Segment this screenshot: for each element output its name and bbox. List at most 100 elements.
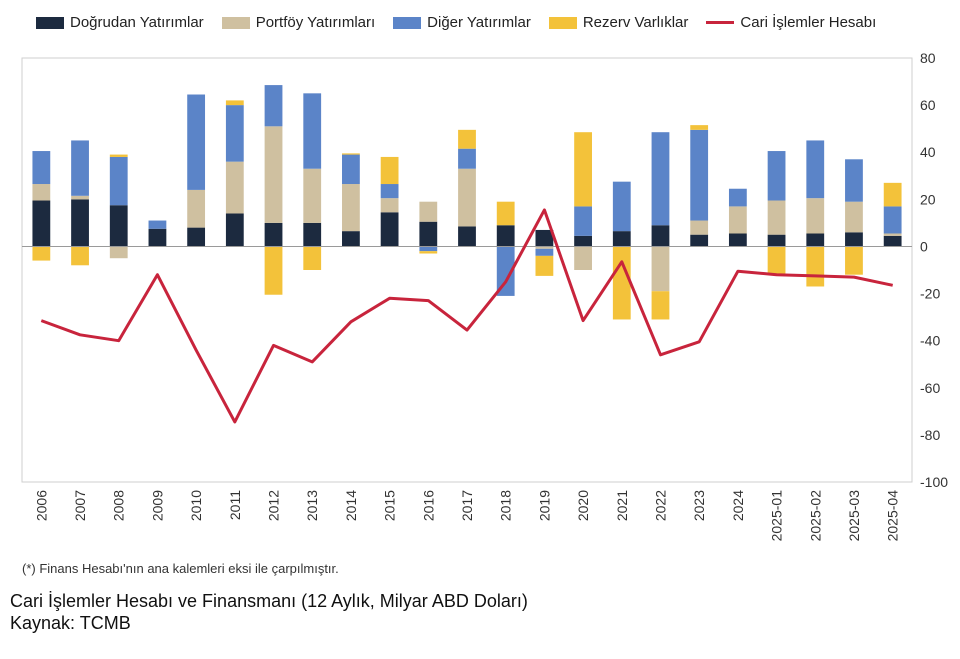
bar-3-2015 xyxy=(380,184,399,199)
x-tick-label: 2006 xyxy=(33,490,49,521)
bar-3-2011 xyxy=(225,105,244,162)
bar-4-2019 xyxy=(535,255,554,276)
bar-1-2025-03 xyxy=(845,232,863,247)
y-tick-label: -100 xyxy=(920,474,948,490)
bar-2-2016 xyxy=(419,201,438,222)
bar-1-2013 xyxy=(303,222,322,247)
bar-2-2006 xyxy=(32,184,51,201)
bar-1-2006 xyxy=(32,200,51,247)
bar-3-2025-02 xyxy=(806,140,825,199)
bar-4-2021 xyxy=(612,246,631,320)
bar-4-2015 xyxy=(380,156,399,185)
x-tick-label: 2010 xyxy=(188,490,204,521)
legend-swatch-diger xyxy=(393,16,422,29)
bar-3-2016 xyxy=(419,246,438,252)
bar-1-2022 xyxy=(651,225,670,247)
bar-4-2013 xyxy=(303,246,322,270)
bar-1-2017 xyxy=(458,226,476,247)
legend-item-rezerv: Rezerv Varlıklar xyxy=(548,14,689,31)
legend-item-cari: Cari İşlemler Hesabı xyxy=(706,14,876,31)
bar-4-2017 xyxy=(458,129,476,149)
y-tick-label: 20 xyxy=(920,191,936,207)
x-tick-label: 2009 xyxy=(149,490,165,521)
x-tick-label: 2024 xyxy=(730,490,746,521)
legend-swatch-portfoy xyxy=(221,16,250,29)
bar-3-2025-01 xyxy=(767,151,786,201)
bar-2-2019 xyxy=(535,246,554,249)
x-tick-label: 2018 xyxy=(498,490,514,521)
bar-3-2006 xyxy=(32,151,51,185)
bar-2-2011 xyxy=(225,161,244,214)
bar-1-2016 xyxy=(419,221,438,247)
x-tick-label: 2025-02 xyxy=(807,490,823,542)
x-tick-label: 2015 xyxy=(382,490,398,521)
chart-legend: Doğrudan Yatırımlar Portföy Yatırımları … xyxy=(36,14,876,31)
legend-label-rezerv: Rezerv Varlıklar xyxy=(582,14,689,31)
x-tick-label: 2017 xyxy=(459,490,475,521)
bar-3-2014 xyxy=(342,154,360,185)
bar-1-2020 xyxy=(574,235,592,247)
y-tick-label: -20 xyxy=(920,286,940,302)
legend-label-dogrudan: Doğrudan Yatırımlar xyxy=(70,14,204,31)
bar-2-2012 xyxy=(264,126,283,223)
caption-source: Kaynak: TCMB xyxy=(10,613,131,633)
bar-3-2021 xyxy=(612,181,631,232)
x-tick-label: 2021 xyxy=(614,490,630,521)
bar-2-2010 xyxy=(187,189,206,228)
line-cari-islemler xyxy=(40,208,894,424)
x-tick-label: 2016 xyxy=(420,490,436,521)
plot-frame xyxy=(21,57,913,483)
bar-1-2018 xyxy=(496,225,515,247)
x-tick-label: 2025-04 xyxy=(885,490,901,542)
legend-item-portfoy: Portföy Yatırımları xyxy=(221,14,375,31)
bar-3-2023 xyxy=(690,129,709,221)
bar-4-2020 xyxy=(574,132,592,207)
bar-1-2009 xyxy=(148,228,167,247)
bar-4-2018 xyxy=(496,201,515,226)
x-tick-label: 2011 xyxy=(227,490,243,520)
legend-swatch-rezerv xyxy=(548,16,577,29)
bar-2-2014 xyxy=(342,184,360,232)
chart-canvas: 80 60 40 20 0 -20 -40 -60 -80 -100 2006 2007 2008 200… xyxy=(21,50,948,542)
bar-3-2025-04 xyxy=(883,206,902,234)
bar-3-2017 xyxy=(458,148,476,169)
legend-label-cari: Cari İşlemler Hesabı xyxy=(740,14,877,31)
bar-3-2025-03 xyxy=(845,159,863,202)
bar-1-2025-04 xyxy=(883,235,902,247)
y-tick-label: 40 xyxy=(920,144,936,160)
x-tick-label: 2020 xyxy=(575,490,591,521)
x-tick-label: 2025-01 xyxy=(769,490,785,542)
bar-2-2015 xyxy=(380,198,399,213)
bar-3-2012 xyxy=(264,85,283,127)
bar-3-2010 xyxy=(187,94,206,190)
bar-3-2009 xyxy=(148,220,167,229)
bar-4-2012 xyxy=(264,246,283,295)
y-tick-label: 80 xyxy=(920,50,936,66)
x-tick-label: 2012 xyxy=(266,490,282,521)
bar-1-2023 xyxy=(690,234,709,247)
bar-4-2025-02 xyxy=(806,246,825,287)
legend-item-diger: Diğer Yatırımlar xyxy=(393,14,531,31)
x-tick-label: 2019 xyxy=(536,490,552,521)
bar-3-2007 xyxy=(71,140,89,196)
legend-item-dogrudan: Doğrudan Yatırımlar xyxy=(36,14,204,31)
x-tick-label: 2023 xyxy=(691,490,707,521)
bar-2-2008 xyxy=(109,246,128,259)
bar-1-2025-01 xyxy=(767,234,786,247)
bar-2-2024 xyxy=(728,206,747,234)
x-tick-label: 2007 xyxy=(72,490,88,521)
x-tick-label: 2013 xyxy=(304,490,320,521)
bar-4-2007 xyxy=(71,246,89,266)
bar-2-2025-02 xyxy=(806,198,825,234)
bar-1-2011 xyxy=(225,213,244,247)
bar-2-2025-01 xyxy=(767,200,786,235)
y-tick-label: -80 xyxy=(920,427,940,443)
legend-swatch-cari xyxy=(706,21,735,24)
bar-3-2019 xyxy=(535,248,554,256)
y-tick-label: 60 xyxy=(920,97,936,113)
bar-2-2025-04 xyxy=(883,233,902,236)
bar-3-2020 xyxy=(574,206,592,236)
y-tick-label: -40 xyxy=(920,333,940,349)
bar-1-2025-02 xyxy=(806,233,825,247)
bar-1-2014 xyxy=(342,231,360,247)
